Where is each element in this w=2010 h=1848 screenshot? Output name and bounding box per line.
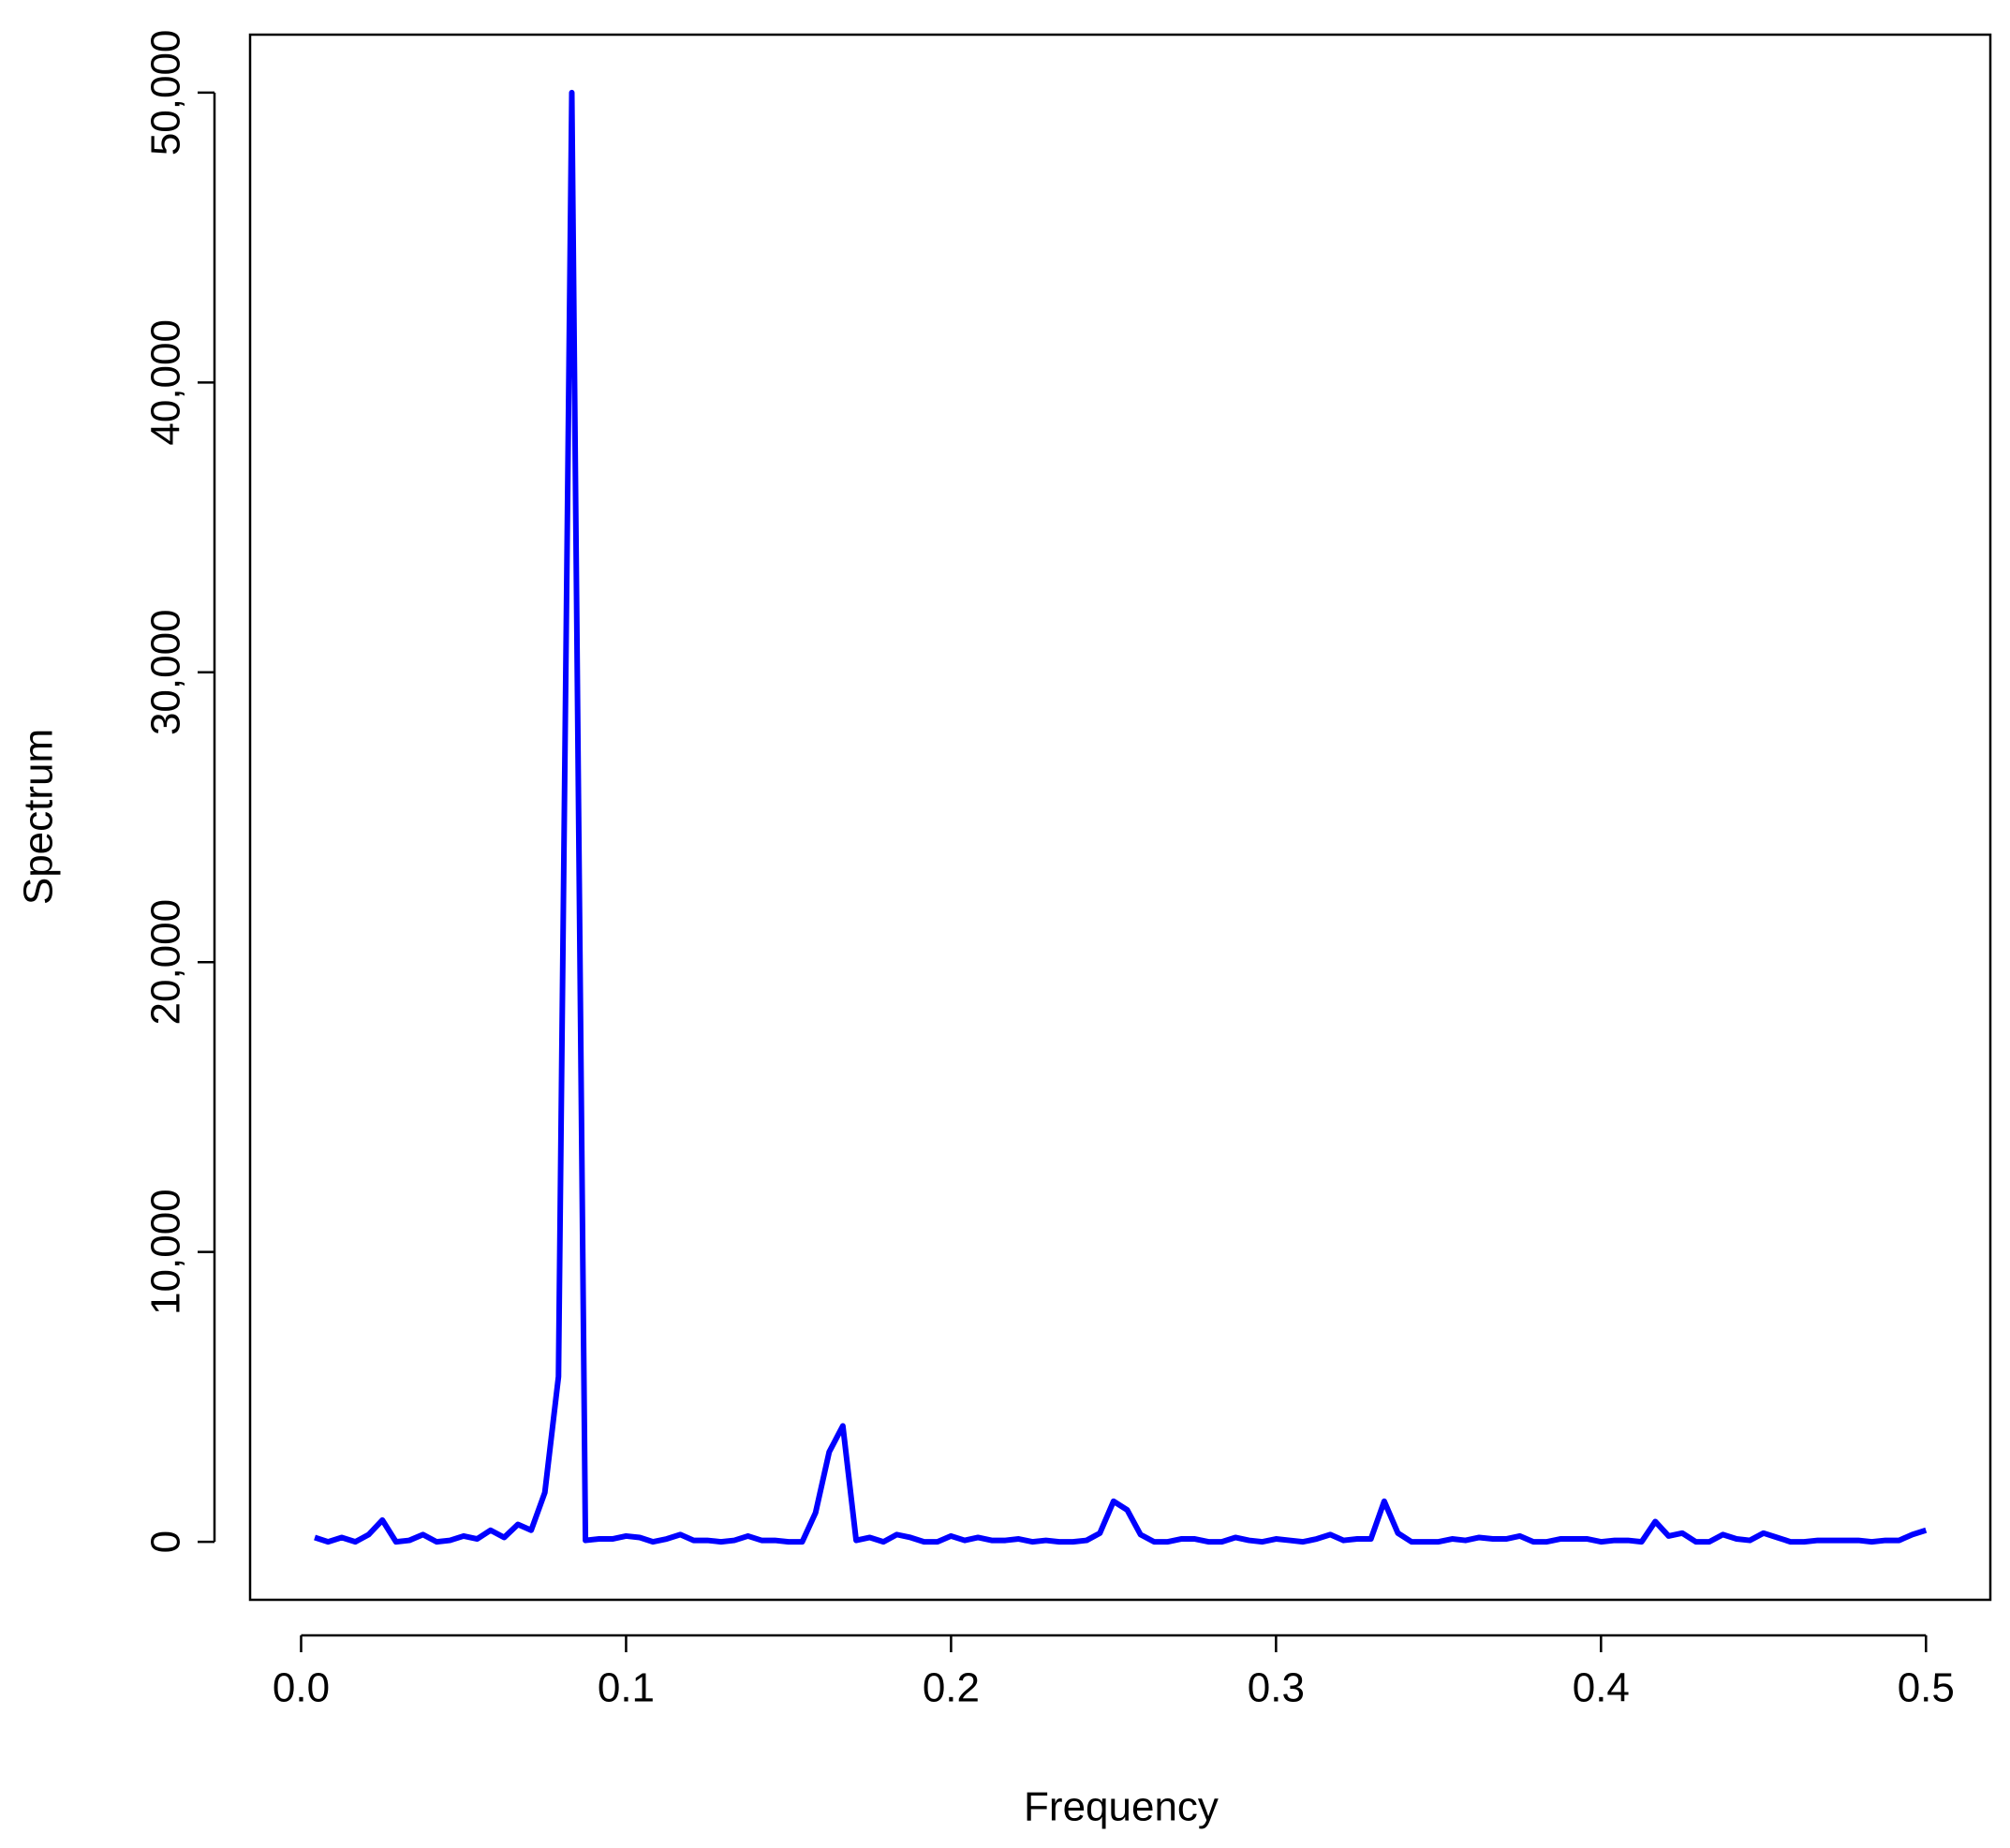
x-tick-label: 0.2 bbox=[923, 1665, 980, 1711]
plot-frame bbox=[248, 33, 1992, 1602]
x-tick-label: 0.4 bbox=[1573, 1665, 1630, 1711]
y-tick-label: 40,000 bbox=[143, 319, 189, 446]
series-line bbox=[314, 89, 1928, 1545]
y-axis-title: Spectrum bbox=[16, 729, 62, 905]
y-tick-label: 10,000 bbox=[143, 1189, 189, 1315]
x-tick-label: 0.0 bbox=[273, 1665, 330, 1711]
y-tick-label: 0 bbox=[143, 1530, 189, 1553]
y-tick-label: 20,000 bbox=[143, 899, 189, 1026]
x-axis-title: Frequency bbox=[1024, 1784, 1219, 1830]
x-tick-label: 0.5 bbox=[1898, 1665, 1955, 1711]
y-tick-label: 30,000 bbox=[143, 609, 189, 735]
x-tick-label: 0.3 bbox=[1248, 1665, 1305, 1711]
x-tick-label: 0.1 bbox=[598, 1665, 655, 1711]
y-tick-label: 50,000 bbox=[143, 30, 189, 156]
